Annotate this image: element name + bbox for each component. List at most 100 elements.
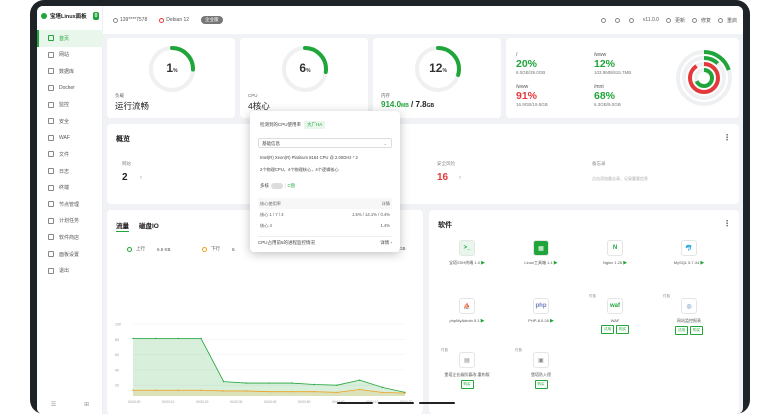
app-item[interactable]: 🐬 MySQL 5.7.44 ▶ xyxy=(659,240,719,266)
data-point xyxy=(290,382,293,384)
update-button[interactable]: 更新 xyxy=(665,17,685,24)
os-name: Debian 12 xyxy=(166,17,190,23)
menu-icon[interactable]: ☰ xyxy=(50,402,57,408)
sidebar-item-0[interactable]: 首页 xyxy=(37,30,103,47)
popup-toggle-right[interactable]: C盘 xyxy=(287,183,296,189)
app-item[interactable]: N Nginx 1.26 ▶ xyxy=(585,240,645,266)
brand-badge[interactable]: 0 xyxy=(92,12,100,20)
chevron-right-icon[interactable]: › xyxy=(140,175,142,181)
overview-site-label: 网站 xyxy=(122,161,131,166)
data-point xyxy=(222,390,225,392)
play-icon[interactable]: ▶ xyxy=(553,260,558,266)
app-action-button[interactable]: 试用 xyxy=(675,326,688,335)
disk-item-3[interactable]: /www 91% 16.9GB/19.5GB xyxy=(516,84,548,107)
sidebar-item-2[interactable]: 数据库 xyxy=(37,63,103,80)
load-label: 负载 xyxy=(115,93,124,98)
message-icon[interactable] xyxy=(628,17,634,23)
legend-upload[interactable]: 上行 6.5 KB xyxy=(127,246,171,252)
overview-more-icon[interactable]: ⋮ xyxy=(723,133,731,142)
data-point xyxy=(177,337,180,340)
tab-traffic[interactable]: 流量 xyxy=(116,220,129,232)
disk-ring-1 xyxy=(682,56,726,100)
disk-item-4[interactable]: /mnt 68% 6.3GB/9.0GB xyxy=(594,84,621,107)
sidebar-item-11[interactable]: 计划任务 xyxy=(37,213,103,230)
sidebar-item-8[interactable]: 日志 xyxy=(37,163,103,180)
play-icon[interactable]: ▶ xyxy=(481,260,485,266)
cpu-card[interactable]: 6% CPU 4核心 xyxy=(240,38,368,118)
app-icon: ▣ xyxy=(533,352,549,368)
data-point xyxy=(381,391,384,394)
disk-ring-2 xyxy=(688,62,720,94)
sidebar-item-6[interactable]: WAF xyxy=(37,130,103,147)
update-icon xyxy=(665,17,671,23)
app-icon: >_ xyxy=(459,240,475,256)
app-item[interactable]: 付费 ◎ 网站监控报表 试用 购买 xyxy=(659,294,719,335)
app-item[interactable]: >_ 宝塔SSH终端 1.0 ▶ xyxy=(437,240,497,266)
bell-icon[interactable] xyxy=(614,17,620,23)
app-item[interactable]: ⛵ phpMyAdmin 5.1 ▶ xyxy=(437,298,497,324)
grid-icon[interactable]: ⊞ xyxy=(84,402,90,408)
play-icon[interactable]: ▶ xyxy=(700,260,705,266)
app-item[interactable]: 付费 waf WAF 试用 购买 xyxy=(585,294,645,334)
disk-item-2[interactable]: /www 12% 103.8MB/815.7MB xyxy=(594,52,632,75)
app-item[interactable]: 付费 ▤ 堡塔企业级防篡改-重构版 购买 xyxy=(437,348,497,389)
cpu-percent: 6% xyxy=(299,61,311,75)
brand-logo-icon xyxy=(41,13,47,19)
multi-core-toggle[interactable] xyxy=(271,183,283,189)
user-info[interactable]: 139****7578 xyxy=(113,17,147,23)
overview-risk-value[interactable]: 16 xyxy=(437,172,449,183)
app-action-button[interactable]: 试用 xyxy=(601,325,614,334)
ram-card[interactable]: 12% 内存 914.0MB / 7.8GB xyxy=(373,38,501,118)
sidebar-item-7[interactable]: 文件 xyxy=(37,146,103,163)
version-label: v11.0.0 xyxy=(642,17,659,23)
sidebar-item-10[interactable]: 节点管理 xyxy=(37,196,103,213)
data-point xyxy=(245,390,248,392)
app-action-button[interactable]: 购买 xyxy=(616,325,629,334)
refresh-icon[interactable] xyxy=(600,17,606,23)
app-item[interactable]: 付费 ▣ 堡塔防入侵 购买 xyxy=(511,348,571,389)
sidebar-item-label: 日志 xyxy=(59,168,70,175)
power-icon xyxy=(717,17,723,23)
sidebar-item-13[interactable]: 面板设置 xyxy=(37,246,103,263)
play-icon[interactable]: ▶ xyxy=(623,260,628,266)
sidebar-item-9[interactable]: 终端 xyxy=(37,179,103,196)
popup-details-link[interactable]: 详情 › xyxy=(380,240,392,245)
app-item[interactable]: php PHP-8.0.26 ▶ xyxy=(511,298,571,324)
app-action-button[interactable]: 购买 xyxy=(690,326,703,335)
load-card[interactable]: 1% 负载 运行流畅 xyxy=(107,38,235,118)
wrench-icon xyxy=(691,17,697,23)
popup-title-tag[interactable]: 大厂HA xyxy=(304,121,326,129)
app-action-button[interactable]: 购买 xyxy=(460,380,474,389)
traffic-chart[interactable]: 100 80 60 40 20 00:00:00 00:00:10 00:00:20 00:00… xyxy=(113,320,413,406)
sidebar-item-12[interactable]: 软件商店 xyxy=(37,229,103,246)
sidebar-item-4[interactable]: 监控 xyxy=(37,96,103,113)
cpu-gauge xyxy=(282,46,328,92)
data-point xyxy=(358,379,361,381)
software-more-icon[interactable]: ⋮ xyxy=(723,219,731,228)
app-name: Linux工具箱 1.1 xyxy=(524,260,553,265)
data-point xyxy=(154,337,157,340)
sidebar-item-5[interactable]: 安全 xyxy=(37,113,103,130)
popup-select[interactable]: 基础信息 ⌄ xyxy=(258,138,392,148)
legend-download[interactable]: 下行 8. xyxy=(202,246,236,252)
restart-button[interactable]: 重启 xyxy=(717,17,737,24)
app-item[interactable]: ▦ Linux工具箱 1.1 ▶ xyxy=(511,240,571,266)
disk-item-1[interactable]: / 20% 8.0GB/39.0GB xyxy=(516,52,546,75)
sidebar-item-3[interactable]: Docker xyxy=(37,80,103,97)
play-icon[interactable]: ▶ xyxy=(480,318,485,324)
chevron-right-icon[interactable]: › xyxy=(459,175,461,181)
overview-memo-hint[interactable]: 点击添加备忘录，记录重要信息 xyxy=(592,176,648,181)
repair-button[interactable]: 修复 xyxy=(691,17,711,24)
os-badge[interactable]: 企业版 xyxy=(201,16,223,24)
data-point xyxy=(200,389,202,391)
disk-card[interactable]: / 20% 8.0GB/39.0GB /www 12% 103.8MB/815.… xyxy=(506,38,739,118)
app-tag: 付费 xyxy=(663,294,670,298)
play-icon[interactable]: ▶ xyxy=(549,318,554,324)
sidebar-item-label: WAF xyxy=(59,134,70,141)
sidebar-item-1[interactable]: 网站 xyxy=(37,47,103,64)
app-icon: waf xyxy=(607,298,623,314)
app-action-button[interactable]: 购买 xyxy=(534,380,548,389)
overview-site-value[interactable]: 2 xyxy=(122,172,128,183)
sidebar-item-14[interactable]: 退出 xyxy=(37,262,103,279)
tab-disk-io[interactable]: 磁盘IO xyxy=(139,223,159,230)
